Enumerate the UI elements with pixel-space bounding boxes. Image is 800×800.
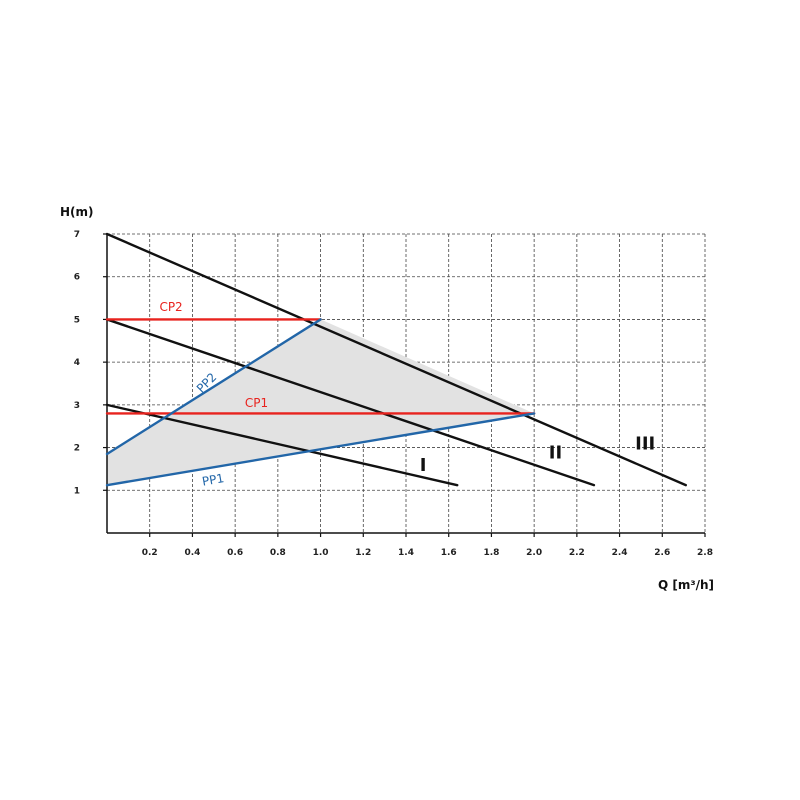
operating-area [107, 319, 535, 486]
label-ii: II [549, 442, 562, 463]
y-tick-label: 3 [74, 401, 80, 411]
x-tick-label: 1.4 [398, 548, 414, 558]
x-tick-label: 2.6 [654, 548, 670, 558]
y-tick-label: 1 [74, 486, 80, 496]
series-line-iii [105, 232, 687, 487]
y-tick-label: 4 [74, 358, 80, 368]
x-tick-label: 2.4 [612, 548, 628, 558]
x-tick-label: 2.0 [526, 548, 542, 558]
label-cp2: CP2 [159, 300, 182, 314]
x-tick-label: 0.8 [270, 548, 286, 558]
x-tick-label: 1.6 [441, 548, 457, 558]
label-cp1: CP1 [245, 396, 268, 410]
operating-area-layer [107, 319, 535, 486]
x-axis-title: Q [m³/h] [658, 578, 714, 592]
y-tick-label: 5 [74, 315, 80, 325]
series-line-ii [105, 318, 596, 487]
series-line-pp1 [105, 412, 536, 487]
x-tick-label: 0.6 [227, 548, 243, 558]
y-axis-title: H(m) [60, 205, 94, 219]
x-tick-label: 1.2 [355, 548, 371, 558]
y-tick-label: 2 [74, 444, 80, 454]
x-tick-label: 1.0 [313, 548, 329, 558]
x-tick-label: 0.2 [142, 548, 158, 558]
series-line-pp2 [105, 318, 322, 456]
label-i: I [420, 455, 427, 476]
x-tick-label: 1.8 [483, 548, 499, 558]
y-tick-label: 6 [74, 273, 80, 283]
tick-labels: 0.2 0.4 0.6 0.8 1.0 1.2 1.4 1.6 1.8 2.0 2.2 2.4 2.6 2… [74, 230, 713, 558]
x-tick-label: 2.2 [569, 548, 585, 558]
x-tick-label: 2.8 [697, 548, 713, 558]
x-tick-label: 0.4 [184, 548, 200, 558]
y-tick-label: 7 [74, 230, 80, 240]
series-layer [105, 232, 687, 487]
axes [103, 233, 706, 537]
label-pp1: PP1 [201, 471, 225, 489]
label-iii: III [635, 434, 655, 455]
